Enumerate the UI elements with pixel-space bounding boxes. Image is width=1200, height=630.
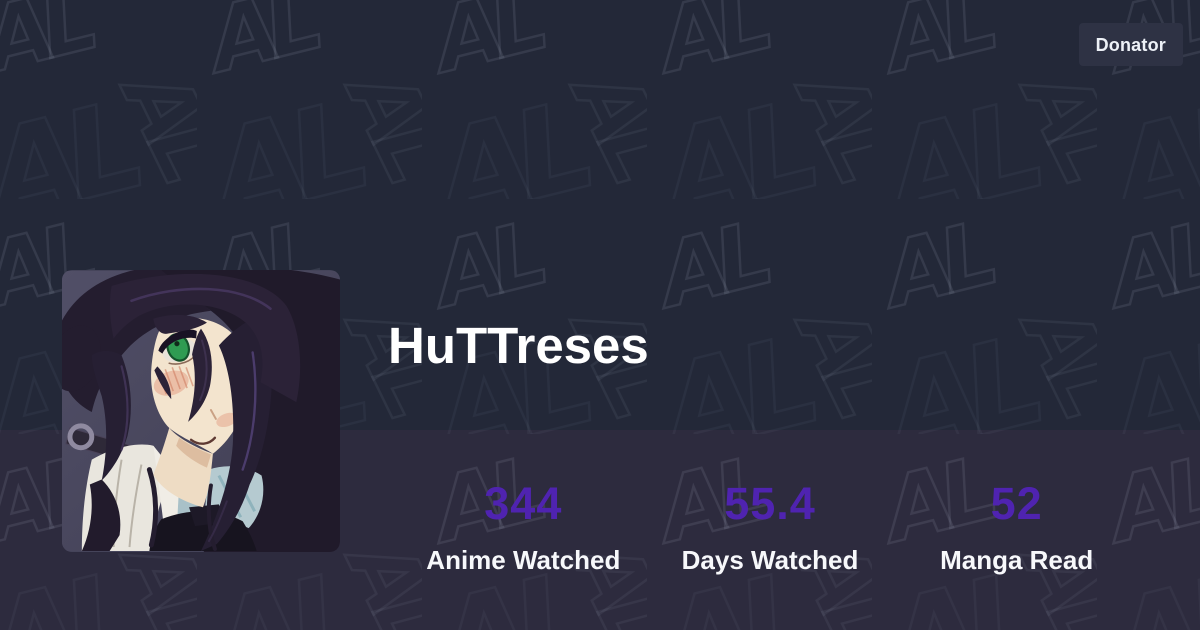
stat-days-watched[interactable]: 55.4 Days Watched	[647, 481, 894, 573]
stat-label: Days Watched	[681, 545, 859, 575]
stat-label: Manga Read	[940, 545, 1094, 575]
donator-badge-label: Donator	[1095, 35, 1166, 55]
user-avatar[interactable]	[62, 270, 340, 552]
username: HuTTreses	[388, 317, 649, 374]
stat-value: 344	[484, 478, 563, 529]
stat-anime-watched[interactable]: 344 Anime Watched	[400, 481, 647, 573]
stats-row: 344 Anime Watched 55.4 Days Watched 52 M…	[400, 481, 1140, 573]
stat-manga-read[interactable]: 52 Manga Read	[893, 481, 1140, 573]
stat-value: 55.4	[724, 478, 816, 529]
stat-label: Anime Watched	[426, 545, 621, 575]
avatar-illustration-icon	[62, 270, 340, 552]
stat-value: 52	[990, 478, 1043, 529]
donator-badge[interactable]: Donator	[1078, 23, 1183, 66]
